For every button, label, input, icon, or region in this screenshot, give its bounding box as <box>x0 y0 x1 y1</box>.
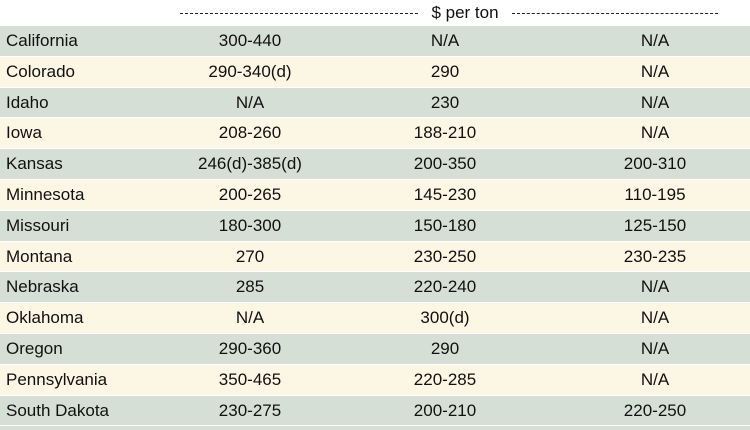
price-cell: N/A <box>640 31 670 50</box>
header-label: $ per ton <box>431 3 499 22</box>
table-header: $ per ton <box>0 0 750 26</box>
state-cell: Idaho <box>6 92 49 112</box>
price-cell: 285 <box>235 277 265 297</box>
header-dashes <box>512 13 718 14</box>
price-cell: 350-465 <box>218 369 282 389</box>
price-cell: 208-260 <box>218 123 282 143</box>
price-cell: 220-285 <box>413 369 477 389</box>
price-cell: 110-195 <box>624 184 686 204</box>
table-row: Nebraska 285 220-240 N/A <box>0 272 750 304</box>
price-cell: 290 <box>430 338 460 358</box>
price-cell: 220-250 <box>623 400 687 420</box>
state-cell: Colorado <box>6 61 75 81</box>
price-cell: 246(d)-385(d) <box>198 154 302 174</box>
price-cell: 230-235 <box>623 246 687 266</box>
price-cell: 200-350 <box>413 154 477 174</box>
price-cell: 145-230 <box>413 184 477 204</box>
price-cell: 200-210 <box>413 400 477 420</box>
price-cell: 200-265 <box>218 184 282 204</box>
price-cell: 150-180 <box>413 215 477 235</box>
price-cell: 220-240 <box>413 277 477 297</box>
table-row: Pennsylvania 350-465 220-285 N/A <box>0 364 750 396</box>
price-cell: N/A <box>430 31 460 50</box>
table-row: Oklahoma N/A 300(d) N/A <box>0 303 750 334</box>
price-cell: N/A <box>640 61 670 81</box>
state-cell: Pennsylvania <box>6 369 108 389</box>
table-row: Kansas 246(d)-385(d) 200-350 200-310 <box>0 149 750 180</box>
state-cell: Nebraska <box>6 277 79 297</box>
state-cell: Oklahoma <box>6 308 84 328</box>
price-cell: 270 <box>235 246 265 266</box>
price-cell: N/A <box>235 308 265 328</box>
price-cell: N/A <box>640 338 670 358</box>
table-row: Missouri 180-300 150-180 125-150 <box>0 210 750 242</box>
price-cell: 230-275 <box>218 400 282 420</box>
price-cell: N/A <box>235 92 265 112</box>
state-cell: Minnesota <box>6 184 85 204</box>
price-cell: 180-300 <box>218 215 282 235</box>
price-cell: 290-340(d) <box>208 61 292 81</box>
table-row: Oregon 290-360 290 N/A <box>0 333 750 365</box>
header-dashes <box>180 13 418 14</box>
table-row: South Dakota 230-275 200-210 220-250 <box>0 395 750 427</box>
table-row: Colorado 290-340(d) 290 N/A <box>0 56 750 88</box>
table-row: Idaho N/A 230 N/A <box>0 87 750 119</box>
price-cell: 300(d) <box>420 308 470 328</box>
price-cell: 290 <box>430 61 460 81</box>
price-cell: 200-310 <box>623 154 687 174</box>
table-row: Minnesota 200-265 145-230 110-195 <box>0 179 750 211</box>
price-cell: N/A <box>640 369 670 389</box>
table-row: Iowa 208-260 188-210 N/A <box>0 118 750 150</box>
price-cell: 188-210 <box>413 123 477 143</box>
state-cell: Iowa <box>6 123 42 143</box>
table-row: Montana 270 230-250 230-235 <box>0 241 750 273</box>
state-cell: South Dakota <box>6 400 110 420</box>
price-cell: 230-250 <box>413 246 477 266</box>
table-row: California 300-440 N/A N/A <box>0 26 750 57</box>
state-cell: Missouri <box>6 215 70 235</box>
price-cell: 125-150 <box>623 215 687 235</box>
price-cell: 230 <box>430 92 460 112</box>
price-cell: N/A <box>640 92 670 112</box>
state-cell: Kansas <box>6 154 63 174</box>
state-cell: Oregon <box>6 338 63 358</box>
price-cell: N/A <box>640 123 670 143</box>
state-cell: Montana <box>6 246 73 266</box>
table-body: California 300-440 N/A N/A Colorado 290-340(d… <box>0 26 750 427</box>
price-cell: N/A <box>640 277 670 297</box>
state-cell: California <box>6 31 78 50</box>
price-cell: N/A <box>640 308 670 328</box>
price-cell: 290-360 <box>218 338 282 358</box>
price-cell: 300-440 <box>218 31 282 50</box>
